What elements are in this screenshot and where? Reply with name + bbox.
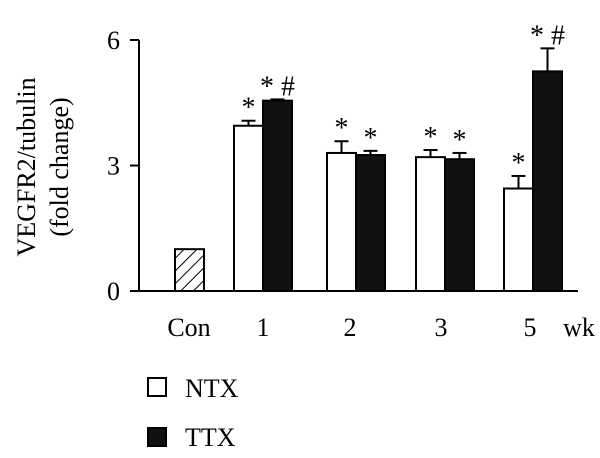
bar-ntx bbox=[415, 156, 446, 292]
significance-marker-ntx: * bbox=[242, 93, 256, 124]
bar-ntx bbox=[233, 124, 264, 292]
y-axis-title: VEGFR2/tubulin (fold change) bbox=[12, 77, 74, 256]
bars-group: ** #* * * *** # bbox=[174, 20, 565, 293]
y-axis-title-line-2: (fold change) bbox=[45, 97, 74, 236]
significance-marker-ntx: * bbox=[424, 122, 438, 153]
x-tick-label: 5 bbox=[524, 313, 537, 342]
bar-control bbox=[174, 248, 205, 293]
legend: NTX TTX bbox=[147, 374, 239, 452]
legend-swatch-ntx bbox=[147, 377, 167, 397]
legend-item-ntx: NTX bbox=[147, 374, 239, 403]
significance-marker-ntx: * bbox=[335, 113, 349, 144]
legend-item-ttx: TTX bbox=[147, 423, 236, 452]
x-axis-unit-label: wk bbox=[563, 313, 595, 342]
bar-ttx bbox=[355, 154, 386, 292]
bar-ntx bbox=[503, 187, 534, 292]
y-tick-label: 6 bbox=[107, 26, 120, 55]
bar-ttx bbox=[262, 99, 293, 292]
legend-label-ntx: NTX bbox=[185, 374, 239, 403]
y-axis-title-line-1: VEGFR2/tubulin bbox=[12, 77, 41, 256]
x-tick-label-control: Con bbox=[167, 313, 210, 342]
x-tick-label: 3 bbox=[435, 313, 448, 342]
x-axis-labels: Con 1 2 3 5 bbox=[167, 313, 536, 342]
y-axis-ticks: 0 3 6 bbox=[107, 26, 139, 306]
significance-marker-ttx: * bbox=[453, 125, 467, 156]
significance-marker-ttx: * bbox=[364, 123, 378, 154]
bar-ntx bbox=[326, 151, 357, 292]
significance-marker-ttx: * # bbox=[260, 71, 295, 102]
legend-label-ttx: TTX bbox=[185, 423, 236, 452]
y-tick-label: 3 bbox=[107, 152, 120, 181]
significance-marker-ttx: * # bbox=[530, 20, 565, 51]
significance-marker-ntx: * bbox=[512, 148, 526, 179]
legend-swatch-ttx bbox=[147, 427, 167, 447]
x-tick-label: 2 bbox=[344, 313, 357, 342]
bar-ttx bbox=[444, 158, 475, 292]
bar-ttx bbox=[532, 70, 563, 292]
x-tick-label: 1 bbox=[257, 313, 270, 342]
y-tick-label: 0 bbox=[107, 277, 120, 306]
